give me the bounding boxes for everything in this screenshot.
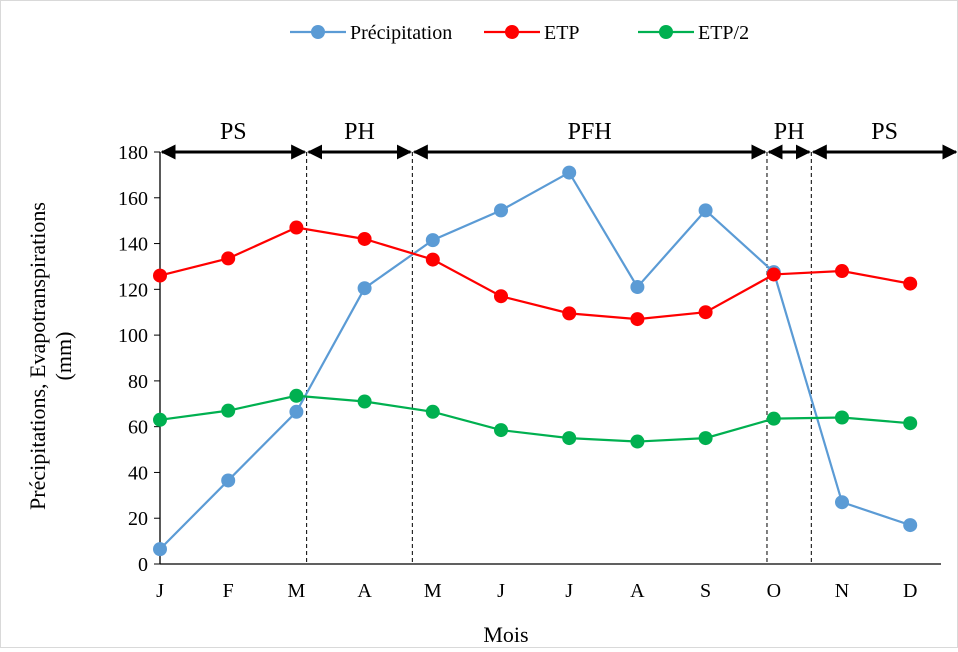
x-axis-label: Mois <box>483 622 528 647</box>
data-point <box>221 251 236 266</box>
period-label: PS <box>220 119 247 145</box>
series-layer <box>153 165 918 557</box>
y-tick-label: 0 <box>138 554 148 576</box>
y-tick-label: 120 <box>118 279 148 301</box>
data-point <box>835 264 849 279</box>
data-point <box>903 416 918 431</box>
legend-label: ETP/2 <box>698 22 749 44</box>
y-tick-label: 40 <box>128 462 148 484</box>
x-tick-label: A <box>357 580 372 602</box>
legend-marker <box>311 25 325 39</box>
x-tick-label: S <box>700 580 711 602</box>
x-tick-label: O <box>767 580 781 602</box>
data-point <box>289 220 304 235</box>
data-point <box>357 394 372 409</box>
data-point <box>425 404 440 419</box>
legend-marker <box>505 25 519 39</box>
data-point <box>630 312 645 327</box>
period-label: PH <box>774 119 805 145</box>
y-axis-label-line1: Précipitations, Evapotranspirations <box>25 202 50 510</box>
data-point <box>494 423 508 438</box>
data-point <box>357 231 372 246</box>
data-point <box>221 403 236 418</box>
legend-label: ETP <box>544 22 580 44</box>
y-tick-label: 160 <box>118 188 148 210</box>
axes: 0 20 40 60 80 100 120 140 160 180 J F M A M J J A S O N D <box>118 142 941 602</box>
x-tick-label: J <box>156 580 164 602</box>
x-tick-label: A <box>630 580 645 602</box>
x-tick-label: F <box>223 580 234 602</box>
data-point <box>357 281 372 296</box>
y-tick-label: 180 <box>118 142 148 164</box>
y-tick-label: 60 <box>128 417 148 439</box>
y-axis-label-line2: (mm) <box>51 332 76 381</box>
data-point <box>153 542 167 557</box>
series-line <box>159 226 911 321</box>
y-tick-label: 100 <box>118 325 148 347</box>
x-tick-label: D <box>903 580 917 602</box>
data-point <box>698 431 713 446</box>
data-point <box>221 473 236 488</box>
data-point <box>562 306 577 321</box>
data-point <box>766 411 781 426</box>
data-point <box>835 495 849 510</box>
data-point <box>698 305 713 320</box>
data-point <box>766 267 781 282</box>
data-point <box>562 431 577 446</box>
period-annotations: PS PH PFH PH PS <box>160 119 958 564</box>
data-point <box>425 252 440 267</box>
x-tick-label: M <box>288 580 306 602</box>
period-label: PFH <box>568 119 612 145</box>
data-point <box>494 203 508 218</box>
data-point <box>630 280 645 295</box>
data-point <box>425 233 440 248</box>
x-tick-label: J <box>497 580 505 602</box>
legend: Précipitation ETP ETP/2 <box>290 22 749 44</box>
data-point <box>698 203 713 218</box>
data-point <box>289 388 304 403</box>
series-line <box>159 394 911 443</box>
data-point <box>835 410 849 425</box>
y-tick-label: 80 <box>128 371 148 393</box>
legend-marker <box>659 25 673 39</box>
x-tick-label: N <box>835 580 849 602</box>
series-line <box>159 171 911 550</box>
y-tick-label: 20 <box>128 508 148 530</box>
y-tick-label: 140 <box>118 234 148 256</box>
data-point <box>630 434 645 449</box>
data-point <box>289 404 304 419</box>
data-point <box>903 276 918 291</box>
data-point <box>903 518 918 533</box>
x-tick-label: J <box>565 580 573 602</box>
data-point <box>153 268 167 283</box>
data-point <box>562 165 577 180</box>
legend-label: Précipitation <box>350 22 452 44</box>
data-point <box>494 289 508 304</box>
data-point <box>153 412 167 427</box>
period-label: PH <box>344 119 375 145</box>
x-tick-label: M <box>424 580 442 602</box>
period-label: PS <box>871 119 898 145</box>
